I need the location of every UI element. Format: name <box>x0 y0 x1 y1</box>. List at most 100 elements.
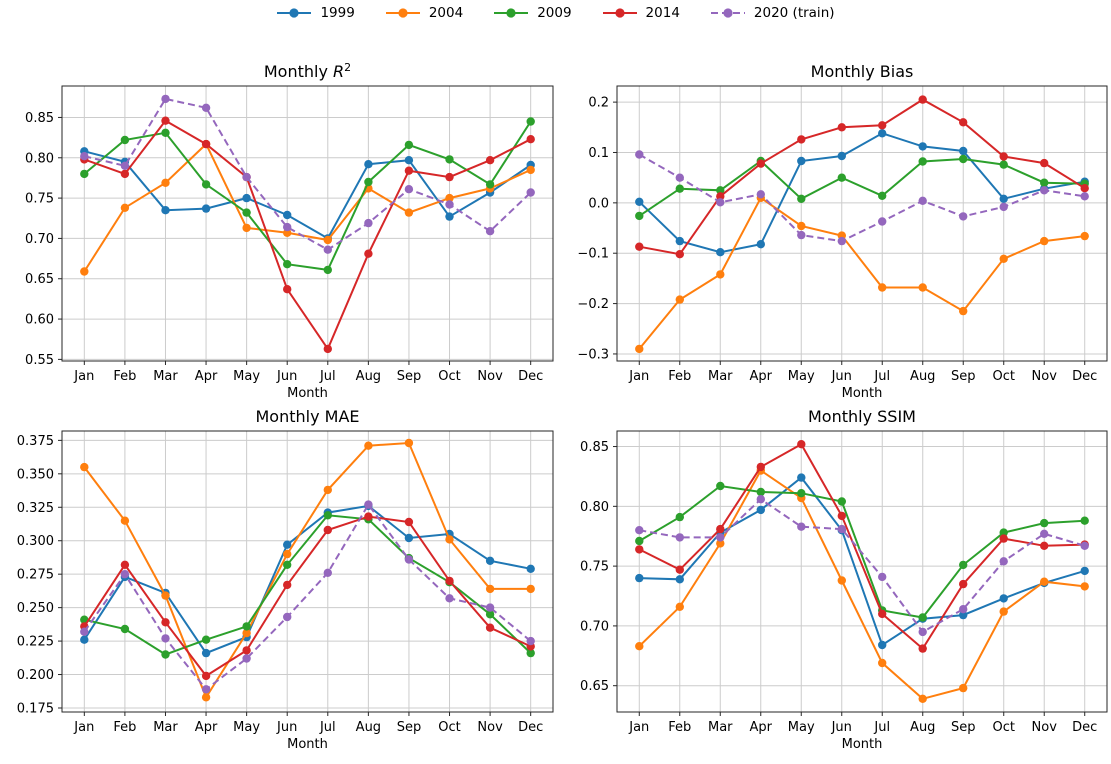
data-point <box>837 236 846 246</box>
data-point <box>918 644 927 653</box>
data-point <box>283 540 292 549</box>
data-point <box>80 169 89 179</box>
y-tick-label: −0.1 <box>577 247 609 262</box>
data-point <box>999 254 1008 263</box>
data-point <box>837 497 846 506</box>
data-point <box>404 166 414 175</box>
data-point <box>878 572 887 582</box>
data-point <box>878 121 887 130</box>
data-point <box>756 240 765 249</box>
data-point <box>120 624 130 634</box>
data-point <box>878 217 887 226</box>
data-point <box>445 594 454 603</box>
data-point <box>364 218 373 228</box>
data-point <box>201 648 211 658</box>
data-point <box>445 155 454 164</box>
chart-title-part: Monthly MAE <box>255 407 359 426</box>
x-tick-label: Feb <box>113 369 136 384</box>
y-tick-label: 0.75 <box>25 192 54 207</box>
data-point <box>445 200 454 209</box>
data-point <box>323 511 332 520</box>
data-point <box>404 185 414 194</box>
data-point <box>485 180 495 189</box>
data-point <box>364 177 373 187</box>
chart-title: Monthly R2 <box>264 61 351 81</box>
x-axis-label: Month <box>287 386 328 401</box>
data-point <box>1040 236 1049 246</box>
legend-item-2020-train-[interactable]: 2020 (train) <box>710 5 835 21</box>
x-tick-label: Jul <box>873 720 890 735</box>
data-point <box>242 172 251 182</box>
data-point <box>364 160 373 169</box>
series-line-2020-train- <box>638 153 1085 243</box>
legend-item-2009[interactable]: 2009 <box>493 5 572 21</box>
data-point <box>756 495 765 504</box>
x-tick-label: Nov <box>1032 369 1058 384</box>
data-point <box>675 184 684 193</box>
x-axis-label: Month <box>842 386 883 401</box>
data-point <box>878 640 887 650</box>
y-tick-label: 0.250 <box>17 601 54 616</box>
x-tick-label: Dec <box>1072 720 1097 735</box>
data-point <box>797 230 806 240</box>
data-point <box>1040 577 1049 586</box>
data-point <box>201 693 211 702</box>
data-point <box>201 204 211 213</box>
data-point <box>1080 192 1089 201</box>
legend-item-1999[interactable]: 1999 <box>276 5 355 21</box>
data-point <box>635 536 644 546</box>
y-tick-label: 0.350 <box>17 467 54 482</box>
data-point <box>526 636 535 646</box>
legend-item-2004[interactable]: 2004 <box>385 5 463 21</box>
data-point <box>242 193 251 203</box>
data-point <box>485 556 495 565</box>
data-point <box>526 165 535 175</box>
x-tick-label: Jun <box>276 369 297 384</box>
data-point <box>364 441 373 450</box>
data-point <box>999 194 1008 203</box>
data-point <box>918 157 927 166</box>
data-point <box>161 591 170 600</box>
chart-title-part: Monthly SSIM <box>808 407 916 426</box>
data-point <box>837 511 846 521</box>
x-tick-label: May <box>233 720 260 735</box>
x-tick-label: May <box>788 720 815 735</box>
data-point <box>999 607 1008 616</box>
x-tick-label: Apr <box>750 720 773 735</box>
x-tick-label: Sep <box>397 369 422 384</box>
data-point <box>526 135 535 144</box>
data-point <box>959 154 968 164</box>
data-point <box>161 634 170 643</box>
data-point <box>756 190 765 199</box>
data-point <box>837 524 846 534</box>
y-tick-label: 0.200 <box>17 668 54 683</box>
data-point <box>1080 184 1089 193</box>
data-point <box>323 568 332 577</box>
series-line-2014 <box>83 119 532 351</box>
data-point <box>161 94 170 104</box>
data-point <box>120 516 130 525</box>
data-point <box>201 635 211 644</box>
data-point <box>918 613 927 622</box>
legend-item-2014[interactable]: 2014 <box>602 5 680 21</box>
series-line-2014 <box>639 98 1086 256</box>
data-point <box>999 534 1008 543</box>
data-point <box>959 118 968 127</box>
data-point <box>201 671 211 681</box>
y-tick-label: 0.75 <box>580 560 609 575</box>
legend-line-marker-icon <box>385 8 420 18</box>
data-point <box>675 173 684 182</box>
data-point <box>635 526 644 535</box>
data-point <box>837 123 846 132</box>
data-point <box>445 172 454 182</box>
series-line-2004 <box>638 196 1085 350</box>
data-point <box>716 186 725 195</box>
data-point <box>526 564 535 573</box>
x-tick-label: Aug <box>910 720 935 735</box>
data-point <box>918 694 927 703</box>
x-tick-label: Dec <box>518 369 543 384</box>
data-point <box>283 612 292 622</box>
data-point <box>283 285 292 294</box>
y-tick-label: 0.65 <box>580 679 609 694</box>
x-axis-label: Month <box>842 737 883 752</box>
